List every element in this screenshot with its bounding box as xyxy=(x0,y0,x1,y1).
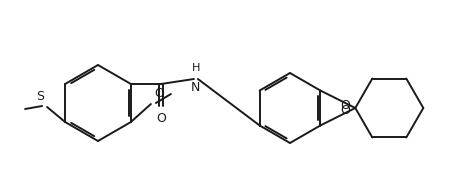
Text: O: O xyxy=(339,99,349,112)
Text: S: S xyxy=(36,90,44,103)
Text: H: H xyxy=(191,63,200,73)
Text: O: O xyxy=(156,112,166,125)
Text: O: O xyxy=(154,87,163,100)
Text: N: N xyxy=(191,81,200,94)
Text: O: O xyxy=(339,104,349,117)
